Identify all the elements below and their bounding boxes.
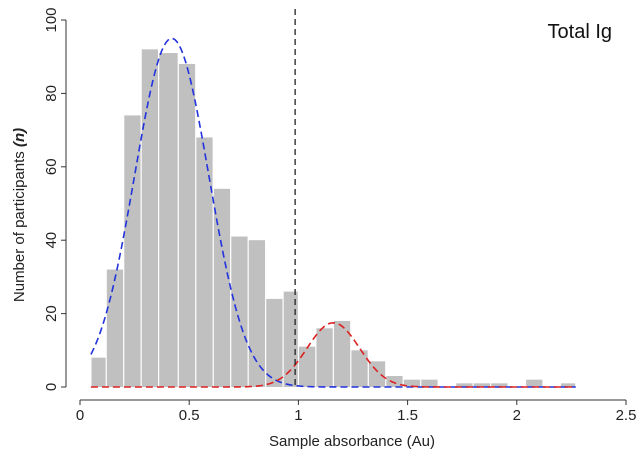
histogram-bar-2 (124, 115, 141, 388)
histogram-bar-15 (351, 350, 368, 387)
x-axis-title: Sample absorbance (Au) (269, 433, 435, 450)
histogram-bar-3 (141, 49, 159, 388)
x-tick-label-4: 2 (513, 407, 521, 424)
fitted-curve-0 (90, 37, 576, 388)
y-axis-title-unit: (n) (11, 128, 28, 147)
histogram-bar-13 (316, 328, 333, 387)
histogram-bar-6 (196, 137, 213, 387)
fitted-curves (90, 37, 576, 388)
y-tick-label-2: 40 (43, 232, 60, 249)
histogram-bar-14 (333, 320, 351, 387)
histogram-bar-5 (178, 64, 196, 387)
y-tick-label-1: 20 (43, 305, 60, 322)
histogram-bar-1 (106, 269, 124, 387)
histogram-bar-11 (283, 291, 298, 387)
histogram-bar-19 (421, 379, 438, 387)
histogram-bar-17 (386, 375, 403, 387)
histogram-bar-21 (456, 383, 473, 387)
histogram-bar-23 (491, 383, 508, 387)
x-tick-label-1: 0.5 (179, 407, 200, 424)
histogram-bar-22 (473, 383, 490, 387)
histogram-bars (91, 49, 576, 388)
histogram-bar-4 (159, 53, 178, 387)
y-axis-title: Number of participants (n) (11, 128, 28, 302)
histogram-bar-12 (299, 346, 316, 387)
histogram-bar-10 (266, 298, 283, 387)
x-tick-label-0: 0 (76, 407, 84, 424)
chart-title: Total Ig (548, 21, 612, 43)
histogram-bar-27 (561, 383, 576, 387)
histogram-bar-25 (526, 379, 543, 387)
y-axis-title-main: Number of participants (11, 147, 28, 302)
x-tick-label-3: 1.5 (397, 407, 418, 424)
histogram-bar-9 (248, 240, 266, 387)
y-tick-label-5: 100 (43, 7, 60, 32)
histogram-bar-8 (231, 236, 248, 387)
x-tick-label-2: 1 (294, 407, 302, 424)
histogram-bar-7 (213, 188, 231, 387)
x-tick-label-5: 2.5 (616, 407, 637, 424)
fitted-curve-1 (90, 321, 576, 388)
axes: 0 0.5 1 1.5 2 2.5 0 20 40 60 80 100 (43, 7, 636, 424)
y-tick-label-3: 60 (43, 158, 60, 175)
y-tick-label-4: 80 (43, 85, 60, 102)
histogram-bar-18 (403, 379, 421, 387)
histogram-bar-0 (91, 357, 106, 387)
histogram-bar-16 (368, 361, 386, 387)
y-tick-label-0: 0 (43, 383, 60, 391)
